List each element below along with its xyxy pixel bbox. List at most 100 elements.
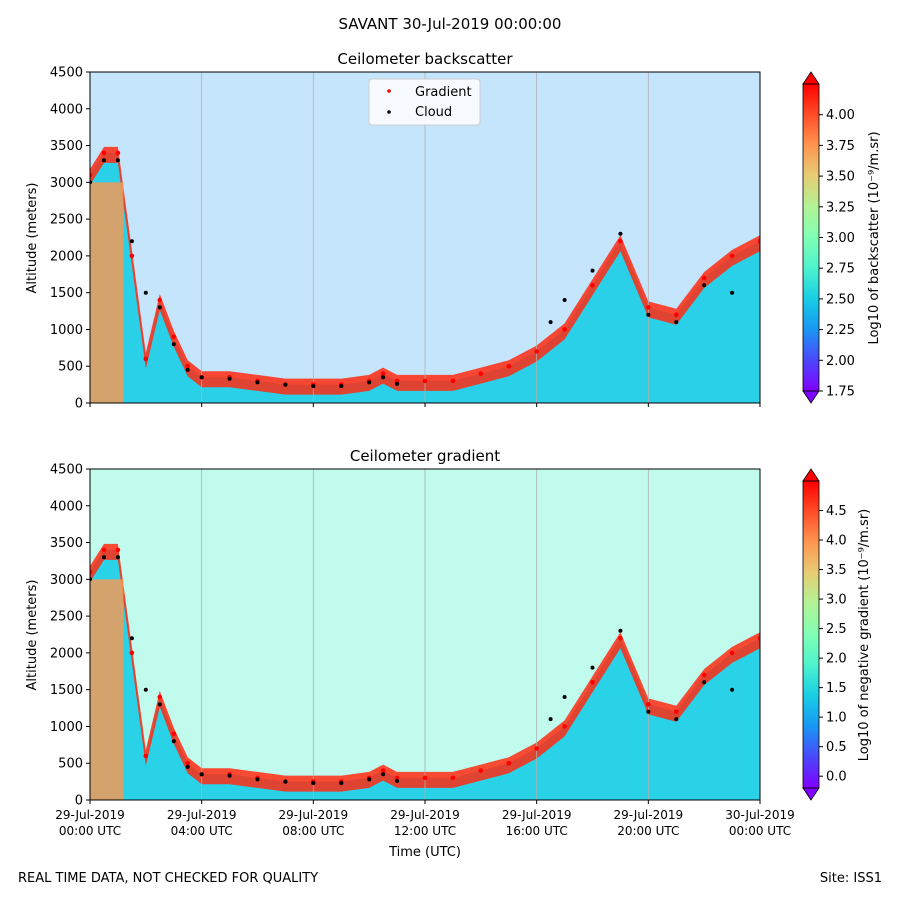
- x-tick-time: 00:00 UTC: [59, 824, 121, 838]
- gradient-point: [478, 371, 484, 376]
- y-tick-label: 2500: [50, 213, 83, 228]
- x-tick-time: 12:00 UTC: [394, 824, 456, 838]
- cloud-point: [129, 636, 134, 641]
- cloud-point: [339, 781, 344, 786]
- x-tick-time: 08:00 UTC: [282, 824, 344, 838]
- cloud-point: [674, 717, 679, 722]
- colorbar-tick-label: 3.25: [826, 200, 855, 215]
- cloud-point: [590, 665, 595, 670]
- cloud-point: [381, 772, 386, 777]
- x-tick-date: 30-Jul-2019: [725, 808, 795, 822]
- gradient-point: [590, 283, 595, 288]
- colorbar-tick-label: 1.75: [826, 385, 855, 400]
- cloud-point: [339, 384, 344, 389]
- gradient-point: [157, 694, 163, 700]
- site-label: Site: ISS1: [820, 871, 882, 886]
- cloud-point: [702, 283, 707, 288]
- cloud-point: [143, 687, 148, 692]
- y-tick-label: 4500: [50, 463, 83, 478]
- plot-legend: Gradient Cloud: [368, 78, 481, 126]
- cloud-point: [115, 555, 120, 560]
- gradient-point: [185, 760, 190, 766]
- colorbar-min-extend: [802, 390, 820, 404]
- colorbar-max-extend: [802, 468, 820, 482]
- colorbar-tick-label: 3.75: [826, 139, 855, 154]
- gradient-point: [129, 650, 135, 656]
- gradient-point: [380, 768, 386, 773]
- cloud-point: [367, 380, 372, 385]
- gradient-x-label: Time (UTC): [388, 845, 461, 860]
- gradient-y-label: Altitude (meters): [25, 580, 40, 691]
- y-tick-label: 4000: [50, 499, 83, 514]
- colorbar-tick-label: 3.00: [826, 231, 855, 246]
- y-tick-label: 4000: [50, 102, 83, 117]
- gradient-colorbar-label: Log10 of negative gradient (10⁻⁹/m.sr): [857, 509, 872, 762]
- cloud-point: [157, 702, 162, 707]
- y-tick-label: 3500: [50, 536, 83, 551]
- cloud-point: [102, 555, 106, 560]
- gradient-point: [618, 635, 623, 641]
- backscatter-y-axis: 0 500 1000 1500 2000 2500 3000 3500 4000 4500: [50, 66, 90, 412]
- y-tick-label: 2000: [50, 646, 83, 661]
- gradient-point: [701, 275, 707, 281]
- y-tick-label: 3000: [50, 573, 83, 588]
- y-tick-label: 500: [58, 757, 83, 772]
- x-tick-date: 29-Jul-2019: [167, 808, 237, 822]
- backscatter-colorbar-label: Log10 of backscatter (10⁻⁹/m.sr): [867, 131, 882, 344]
- cloud-point: [702, 680, 707, 685]
- gradient-point: [450, 775, 456, 781]
- field-convective-column: [90, 182, 124, 403]
- y-tick-label: 1500: [50, 286, 83, 301]
- cloud-point: [171, 342, 176, 347]
- gradient-grid: [201, 469, 649, 800]
- cloud-point: [129, 239, 134, 244]
- gradient-point: [101, 150, 107, 156]
- gradient-point: [157, 297, 163, 303]
- cloud-point: [395, 381, 400, 386]
- backscatter-panel: Ceilometer backscatter 0 500 1000 1500 2000 2…: [25, 50, 882, 412]
- x-tick-date: 29-Jul-2019: [502, 808, 572, 822]
- gradient-point: [171, 334, 177, 340]
- cloud-point: [185, 764, 190, 769]
- gradient-panel: Ceilometer gradient 0 500 1000 1500 2000 2500…: [25, 447, 872, 860]
- gradient-y-axis: 0 500 1000 1500 2000 2500 3000 3500 4000 4500: [50, 463, 90, 809]
- y-tick-label: 2000: [50, 249, 83, 264]
- colorbar-tick-label: 2.25: [826, 323, 855, 338]
- legend-cloud-marker: [387, 110, 391, 114]
- colorbar-tick-label: 0.0: [826, 770, 847, 785]
- gradient-point: [757, 635, 760, 641]
- cloud-point: [562, 298, 567, 302]
- gradient-point: [646, 305, 651, 310]
- colorbar-tick-label: 3.0: [826, 593, 847, 608]
- colorbar-tick-label: 3.5: [826, 563, 847, 578]
- legend-cloud-label: Cloud: [415, 105, 452, 120]
- colorbar-tick-label: 4.0: [826, 534, 847, 549]
- gradient-point: [701, 672, 707, 678]
- cloud-point: [102, 158, 106, 163]
- cloud-point: [199, 772, 204, 777]
- y-tick-label: 1000: [50, 720, 83, 735]
- gradient-point: [394, 378, 400, 384]
- colorbar-tick-label: 2.75: [826, 262, 855, 277]
- gradient-point: [115, 547, 121, 553]
- cloud-point: [255, 380, 260, 385]
- field-convective-column: [90, 579, 124, 800]
- gradient-point: [422, 378, 428, 384]
- quality-note: REAL TIME DATA, NOT CHECKED FOR QUALITY: [18, 871, 318, 886]
- x-tick-time: 00:00 UTC: [729, 824, 791, 838]
- gradient-point: [562, 724, 567, 729]
- gradient-point: [590, 680, 595, 685]
- legend-box: [368, 78, 481, 126]
- y-tick-label: 1500: [50, 683, 83, 698]
- gradient-point: [674, 709, 679, 714]
- gradient-point: [757, 238, 760, 244]
- gradient-point: [646, 702, 651, 707]
- cloud-point: [381, 375, 386, 380]
- gradient-point: [90, 172, 93, 178]
- colorbar-tick-label: 3.50: [826, 170, 855, 185]
- field-boundary-layer: [90, 549, 760, 800]
- cloud-point: [255, 777, 260, 782]
- gradient-point: [394, 775, 400, 781]
- cloud-point: [311, 384, 316, 389]
- cloud-point: [548, 320, 553, 325]
